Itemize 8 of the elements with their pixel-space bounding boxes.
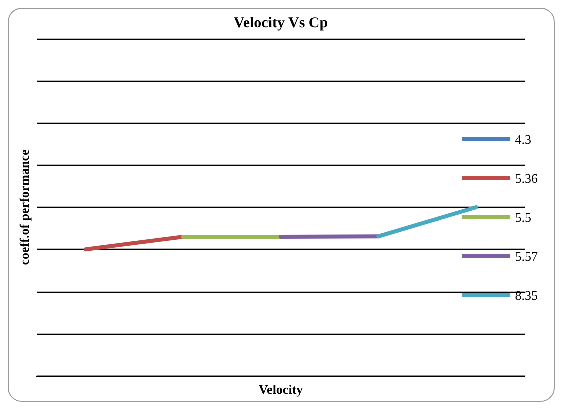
legend-label: 8.35	[515, 288, 538, 303]
chart-title: Velocity Vs Cp	[234, 16, 328, 32]
y-axis-title: coeff.of performance	[17, 150, 32, 266]
legend-label: 5.57	[515, 249, 538, 264]
legend-label: 4.3	[515, 132, 532, 147]
text: Velocity	[258, 382, 304, 397]
legend-label: 5.5	[515, 210, 532, 225]
legend-label: 5.36	[515, 171, 538, 186]
